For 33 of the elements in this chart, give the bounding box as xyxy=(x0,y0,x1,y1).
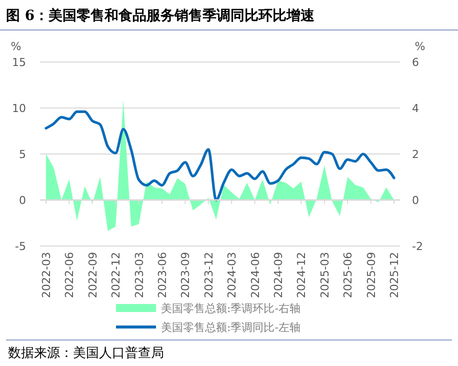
y-tick-label: 10 xyxy=(12,102,26,115)
x-tick-label: 2022-12 xyxy=(110,252,123,298)
x-tick-label: 2024-12 xyxy=(295,252,308,298)
x-tick-label: 2024-03 xyxy=(226,252,239,298)
x-tick-label: 2022-09 xyxy=(86,252,100,298)
x-tick-label: 2025-09 xyxy=(364,252,378,298)
x-tick-label: 2023-09 xyxy=(179,252,192,298)
y2-tick-label: 4 xyxy=(412,102,419,115)
source-note: 数据来源：美国人口普查局 xyxy=(8,345,164,361)
legend-label: 美国零售总额:季调同比-左轴 xyxy=(161,320,300,334)
y2-tick-label: 2 xyxy=(412,148,419,161)
line-series xyxy=(44,110,396,202)
x-tick-label: 2023-12 xyxy=(202,252,216,298)
x-tick-label: 2022-03 xyxy=(40,252,53,298)
chart-title: 图 6：美国零售和食品服务销售季调同比环比增速 xyxy=(6,7,316,24)
y2-tick-label: 6 xyxy=(412,56,419,69)
x-tick-label: 2024-09 xyxy=(272,252,285,298)
x-tick-label: 2025-03 xyxy=(318,252,332,298)
x-tick-label: 2024-06 xyxy=(248,252,262,298)
x-tick-label: 2022-06 xyxy=(63,252,76,298)
y2-axis-title: % xyxy=(414,40,426,53)
y-tick-label: 5 xyxy=(19,148,26,161)
x-tick-label: 2023-03 xyxy=(132,252,146,298)
x-tick-label: 2023-06 xyxy=(156,252,169,298)
y2-tick-label: 0 xyxy=(412,194,419,207)
y-tick-label: 0 xyxy=(19,194,26,207)
x-tick-label: 2025-06 xyxy=(342,252,355,298)
y2-tick-label: -2 xyxy=(412,240,423,253)
x-tick-label: 2025-12 xyxy=(388,252,401,298)
legend-label: 美国零售总额:季调环比-右轴 xyxy=(161,302,300,315)
y-tick-label: 15 xyxy=(12,56,26,69)
y-axis-title: % xyxy=(10,40,22,53)
y-tick-label: -5 xyxy=(15,240,26,253)
